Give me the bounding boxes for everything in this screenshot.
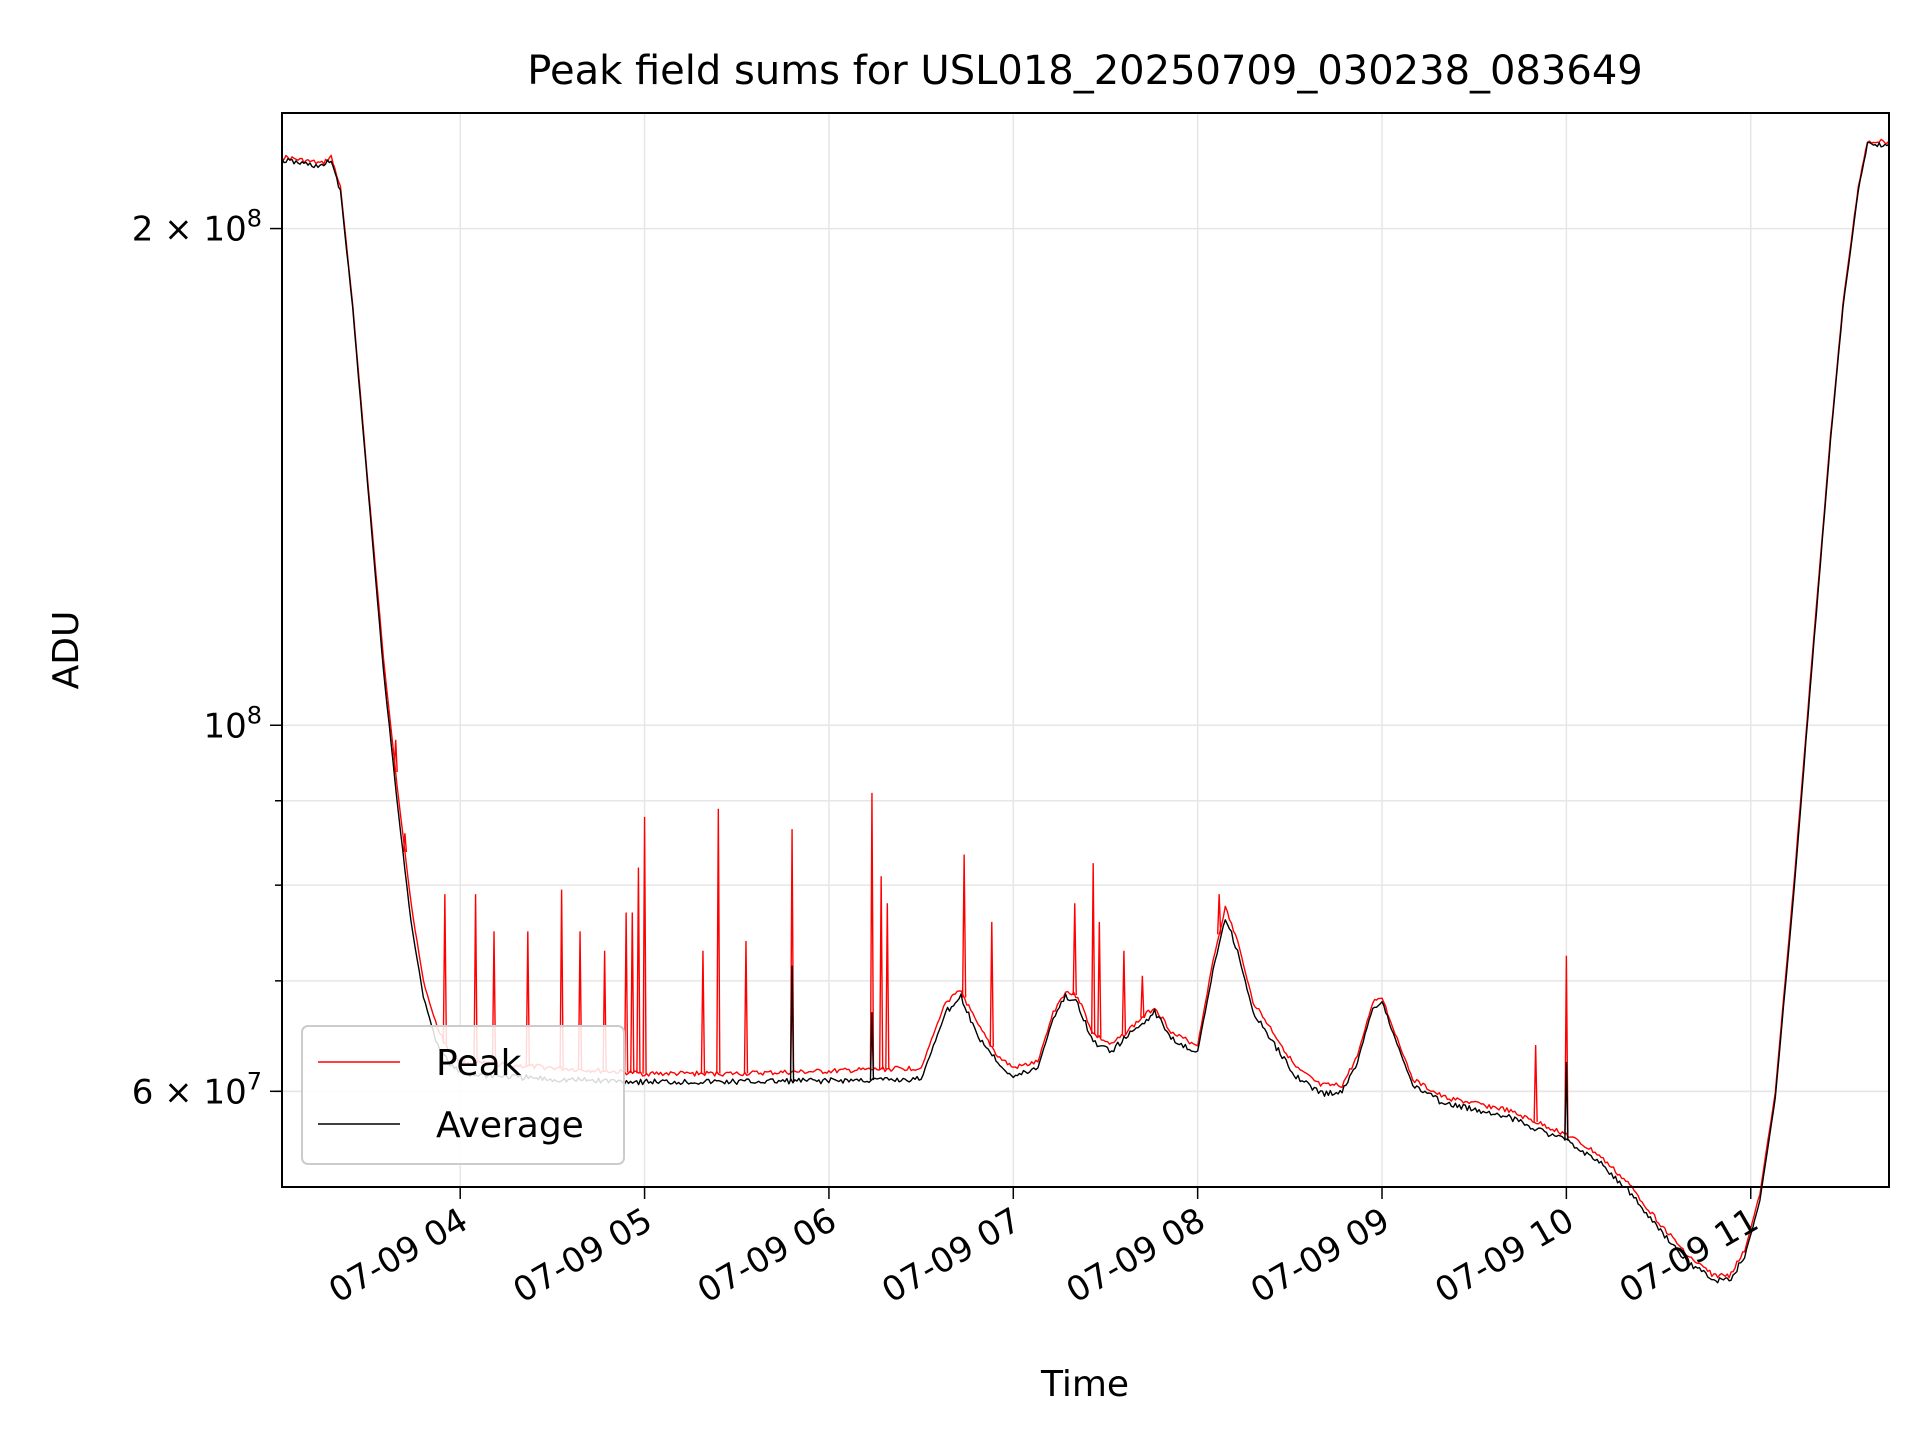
peak-spike — [743, 941, 749, 1074]
peak-spike — [559, 889, 564, 1069]
peak-spike — [878, 876, 884, 1070]
peak-spike — [1121, 950, 1127, 1035]
peak-spike — [1216, 894, 1222, 935]
peak-spike — [1097, 921, 1102, 1038]
peak-spike — [989, 921, 994, 1047]
peak-spike — [1533, 1045, 1538, 1122]
legend: Peak Average — [301, 1025, 625, 1165]
peak-spike — [491, 931, 497, 1065]
y-tick-label: 6 × 107 — [132, 1067, 262, 1112]
peak-spike — [442, 894, 448, 1043]
peak-spike — [869, 792, 875, 1070]
y-tick-label: 108 — [203, 701, 262, 746]
legend-box — [301, 1025, 625, 1165]
peak-spike — [961, 854, 967, 998]
chart-title: Peak field sums for USL018_20250709_0302… — [527, 48, 1642, 94]
peak-spike — [1140, 975, 1145, 1018]
peak-spike — [623, 912, 629, 1073]
peak-spike — [525, 931, 531, 1067]
plot-frame — [281, 112, 1890, 1188]
peak-spike — [636, 867, 641, 1074]
peak-spike — [885, 903, 890, 1070]
average-spike — [1564, 1062, 1569, 1141]
series-layer — [281, 138, 1890, 1284]
peak-spike — [1090, 863, 1096, 1034]
peak-spike — [630, 912, 635, 1073]
average-spike — [789, 965, 795, 1082]
y-axis-label: ADU — [46, 611, 87, 690]
x-axis-label: Time — [1040, 1364, 1129, 1405]
peak-spike — [1072, 903, 1077, 996]
peak-spike — [577, 931, 583, 1070]
legend-peak-label: Peak — [436, 1043, 522, 1084]
peak-spike — [402, 833, 408, 853]
legend-average-label: Average — [436, 1105, 584, 1146]
peak-spike — [1564, 955, 1569, 1135]
peak-spike — [700, 950, 706, 1074]
peak-spike — [716, 808, 721, 1074]
y-tick-label: 2 × 108 — [132, 205, 262, 250]
peak-spike — [393, 739, 398, 773]
peak-spike — [473, 894, 478, 1064]
peak-spike — [642, 816, 647, 1074]
average-spike — [869, 1012, 875, 1081]
